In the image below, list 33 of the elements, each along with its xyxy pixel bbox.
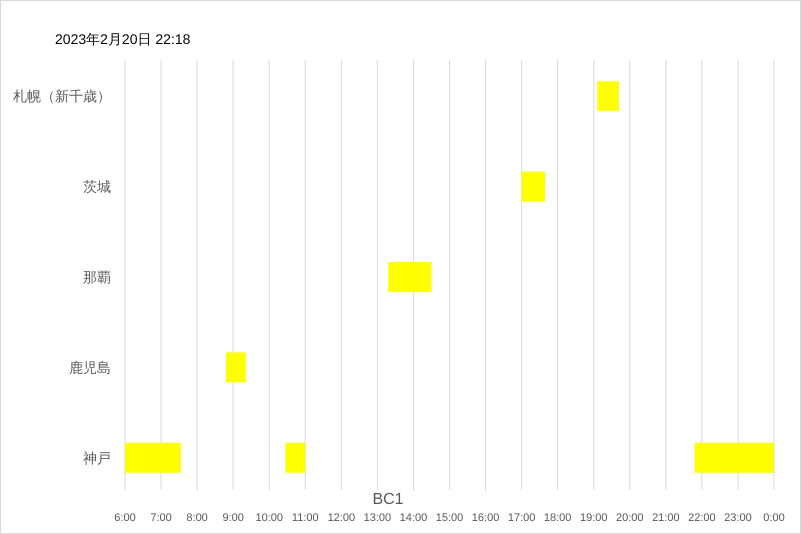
x-tick-label: 7:00 (150, 512, 172, 524)
x-tick-label: 10:00 (255, 512, 283, 524)
y-tick-label: 神戸 (83, 450, 111, 466)
bar (226, 352, 246, 382)
bar (522, 172, 546, 202)
x-tick-label: 12:00 (328, 512, 356, 524)
bar (285, 442, 306, 473)
bar (597, 81, 619, 112)
y-tick-label: 那覇 (83, 269, 111, 285)
x-tick-label: 22:00 (688, 512, 716, 524)
x-tick-label: 23:00 (724, 512, 752, 524)
x-tick-label: 15:00 (436, 512, 464, 524)
x-tick-label: 16:00 (472, 512, 500, 524)
x-tick-label: 13:00 (364, 512, 392, 524)
x-tick-label: 20:00 (616, 512, 644, 524)
x-tick-label: 19:00 (580, 512, 608, 524)
bar (125, 442, 181, 473)
chart-title: 2023年2月20日 22:18 (55, 31, 191, 47)
x-tick-label: 11:00 (292, 512, 319, 524)
x-tick-label: 0:00 (763, 512, 785, 524)
y-tick-label: 茨城 (83, 178, 111, 195)
bar (388, 262, 432, 292)
x-tick-label: 6:00 (114, 512, 136, 524)
bar (694, 442, 774, 473)
x-axis-title: BC1 (372, 491, 404, 508)
x-tick-label: 14:00 (400, 512, 428, 524)
x-tick-label: 18:00 (544, 512, 572, 524)
x-tick-label: 9:00 (222, 512, 244, 524)
x-tick-label: 17:00 (508, 512, 536, 524)
y-tick-label: 札幌（新千歳） (13, 88, 111, 104)
x-tick-label: 8:00 (186, 512, 208, 524)
y-tick-label: 鹿児島 (69, 359, 111, 376)
x-tick-label: 21:00 (652, 512, 680, 524)
